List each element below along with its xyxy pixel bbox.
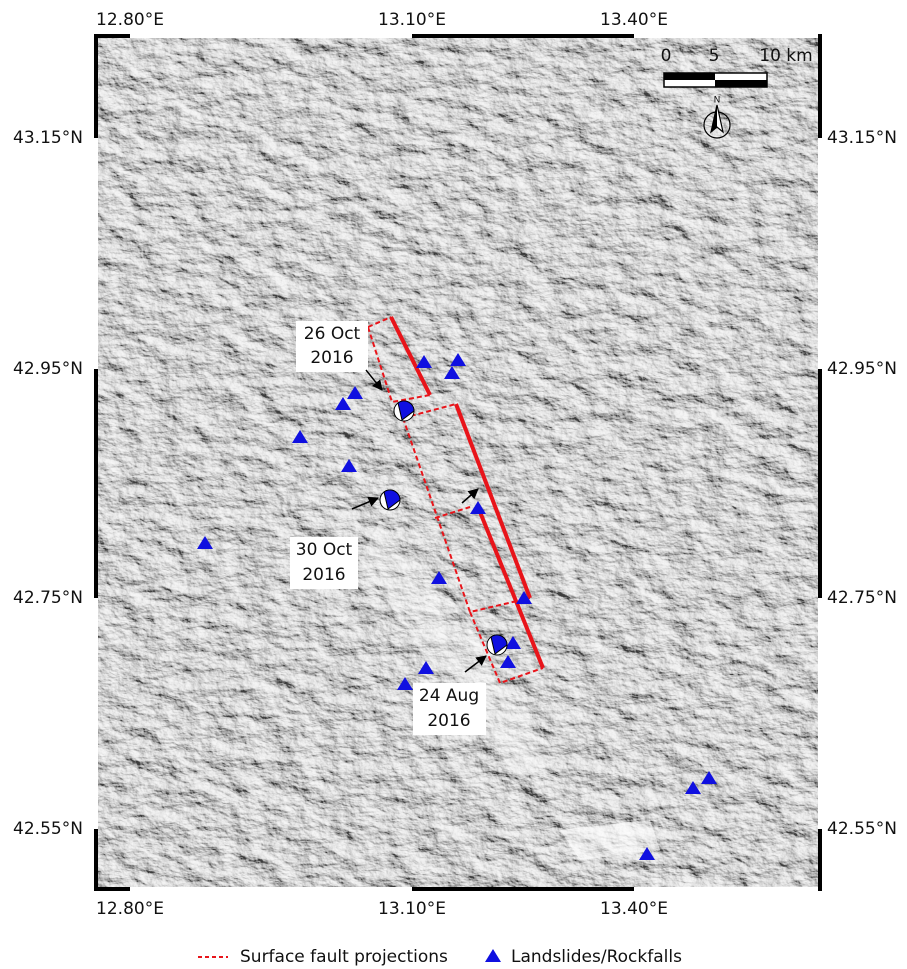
lat-label: 43.15°N	[13, 128, 83, 148]
map-figure: 12.80°E 13.10°E 13.40°E 12.80°E 13.10°E …	[0, 0, 907, 969]
legend-label: Landslides/Rockfalls	[511, 947, 682, 967]
annotation-line: 26 Oct	[304, 324, 361, 344]
hillshade	[97, 37, 819, 888]
lon-label: 13.10°E	[378, 899, 446, 919]
lon-label: 13.10°E	[378, 10, 446, 30]
lat-label: 42.75°N	[827, 588, 897, 608]
lon-label: 13.40°E	[600, 899, 668, 919]
scale-label: 10 km	[759, 46, 812, 66]
lon-label: 12.80°E	[96, 10, 164, 30]
lat-label: 42.55°N	[13, 819, 83, 839]
lon-label: 13.40°E	[600, 10, 668, 30]
annotation-line: 2016	[427, 711, 470, 731]
annotation-line: 30 Oct	[296, 540, 353, 560]
lat-label: 43.15°N	[827, 128, 897, 148]
lat-label: 42.75°N	[13, 588, 83, 608]
scale-label: 0	[661, 46, 672, 66]
annotation-line: 2016	[310, 348, 353, 368]
annotation-line: 24 Aug	[419, 686, 479, 706]
legend: Surface fault projections Landslides/Roc…	[198, 947, 682, 967]
annotation-line: 2016	[302, 565, 345, 585]
lat-label: 42.95°N	[13, 359, 83, 379]
legend-label: Surface fault projections	[240, 947, 448, 967]
lon-label: 12.80°E	[96, 899, 164, 919]
lat-label: 42.95°N	[827, 359, 897, 379]
lat-label: 42.55°N	[827, 819, 897, 839]
scale-label: 5	[709, 46, 720, 66]
north-label: N	[714, 96, 721, 106]
